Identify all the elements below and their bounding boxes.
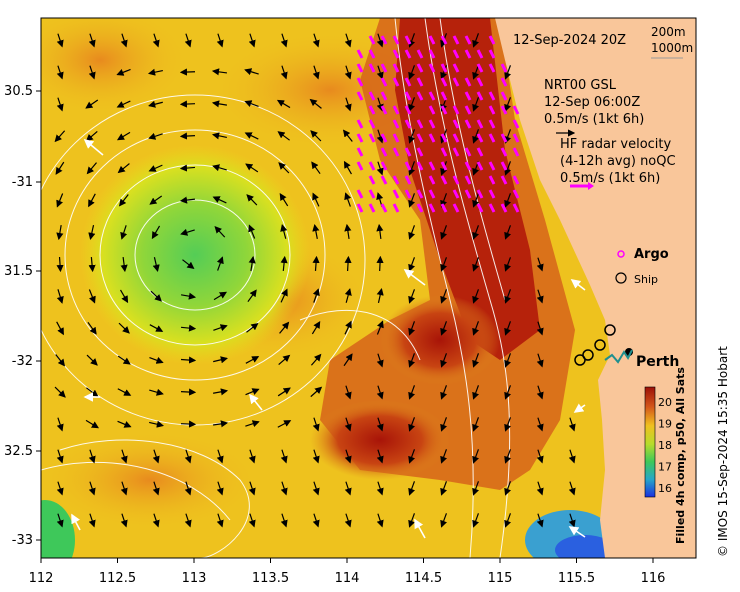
x-tick-label: 114 (335, 571, 360, 586)
x-tick-label: 114.5 (405, 571, 442, 586)
colorbar-tick-label: 18 (658, 439, 672, 452)
white-current-arrows (71, 138, 586, 539)
contour-label-200m: 200m (651, 25, 686, 39)
ship-markers (574, 324, 616, 366)
y-tick-label: -32 (12, 354, 33, 369)
hf-radar-vectors (356, 35, 520, 213)
y-tick-label: 32.5 (4, 444, 33, 459)
y-tick-label: -33 (12, 533, 33, 548)
x-tick-label: 112 (29, 571, 54, 586)
colorbar-tick-label: 17 (658, 461, 672, 474)
cool-eddy (80, 145, 310, 365)
gsl-time: 12-Sep 06:00Z (544, 95, 640, 110)
x-tick-label: 113 (182, 571, 207, 586)
gsl-title: NRT00 GSL (544, 78, 617, 93)
colorbar (644, 386, 656, 498)
argo-marker-icon (617, 250, 625, 258)
y-tick-label: -31 (12, 175, 33, 190)
x-tick-label: 115 (488, 571, 513, 586)
gsl-scale: 0.5m/s (1kt 6h) (544, 112, 644, 127)
colorbar-tick-label: 20 (658, 396, 672, 409)
ship-marker-icon (615, 272, 627, 284)
x-tick-label: 115.5 (558, 571, 595, 586)
hf-radar-avg: (4-12h avg) noQC (560, 154, 676, 169)
date-label: 12-Sep-2024 20Z (513, 33, 626, 48)
x-tick-label: 112.5 (99, 571, 136, 586)
colorbar-tick-label: 19 (658, 418, 672, 431)
perth-label: Perth (636, 354, 679, 370)
y-axis-ticks: 30.5 -31 31.5 -32 32.5 -33 (4, 84, 41, 548)
argo-legend-label: Argo (634, 247, 669, 262)
x-tick-label: 116 (641, 571, 666, 586)
gsl-velocity-arrows (54, 33, 576, 528)
ship-legend-label: Ship (634, 273, 658, 286)
credit-text: © IMOS 15-Sep-2024 15:35 Hobart (716, 346, 730, 557)
hf-radar-scale: 0.5m/s (1kt 6h) (560, 171, 660, 186)
colorbar-tick-label: 16 (658, 482, 672, 495)
y-tick-label: 30.5 (4, 84, 33, 99)
contour-label-1000m: 1000m (651, 41, 693, 55)
y-tick-label: 31.5 (4, 264, 33, 279)
colorbar-ticks: 20 19 18 17 16 (658, 396, 672, 495)
plot-frame (40, 17, 697, 559)
hf-radar-title: HF radar velocity (560, 137, 672, 152)
colorbar-title: Filled 4h comp, p50, All Sats (674, 367, 687, 544)
x-axis-ticks: 112 112.5 113 113.5 114 114.5 115 115.5 116 (29, 558, 666, 586)
x-tick-label: 113.5 (252, 571, 289, 586)
